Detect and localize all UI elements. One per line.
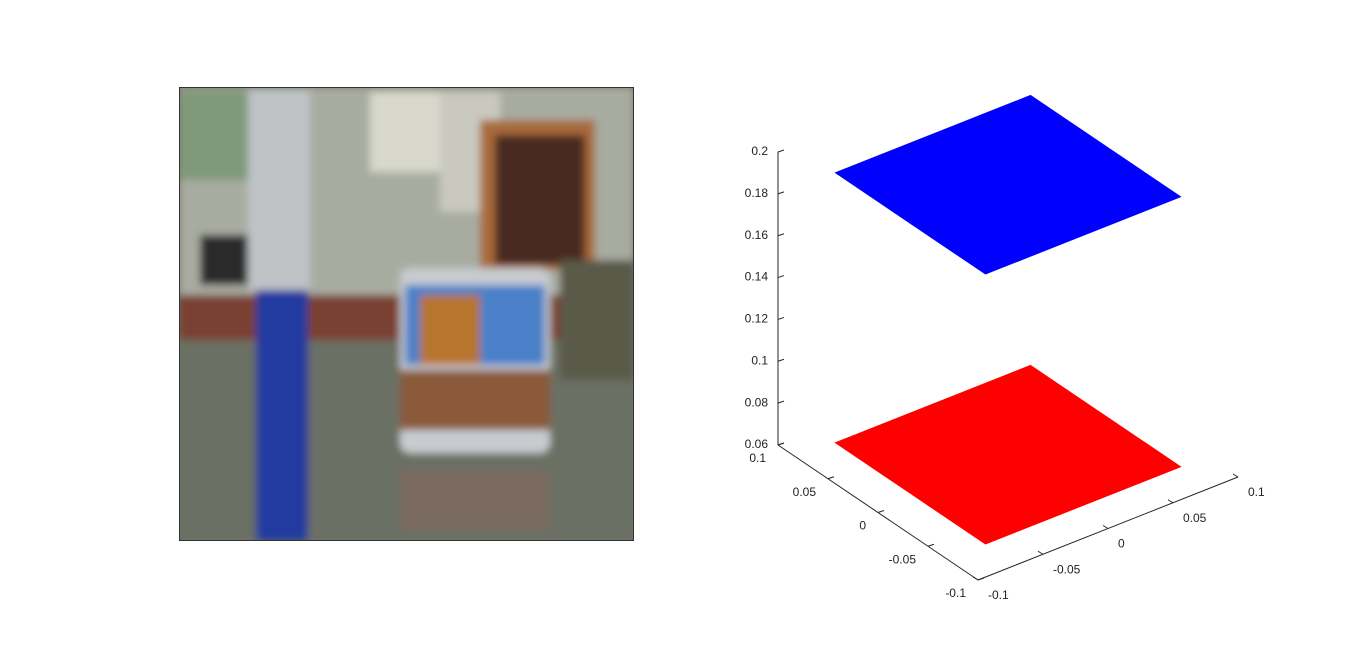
photo — [179, 87, 634, 541]
x-tick-label: -0.05 — [1053, 562, 1081, 576]
surface — [834, 94, 1182, 275]
z-tick — [777, 191, 785, 195]
y-tick-label: 0.1 — [749, 451, 766, 465]
x-tick — [1167, 499, 1174, 504]
y-tick — [977, 577, 985, 581]
z-tick-label: 0.2 — [751, 144, 768, 158]
z-tick-label: 0.12 — [745, 312, 769, 326]
z-tick-label: 0.1 — [751, 353, 768, 367]
z-tick-label: 0.18 — [745, 186, 769, 200]
x-tick — [972, 576, 979, 581]
z-tick — [777, 400, 785, 404]
x-tick — [1232, 473, 1239, 478]
y-tick — [777, 442, 785, 446]
x-tick-label: -0.1 — [988, 588, 1009, 602]
x-tick-label: 0.05 — [1183, 511, 1207, 525]
x-tick-label: 0 — [1118, 537, 1125, 551]
y-tick-label: 0.05 — [793, 485, 817, 499]
z-tick — [777, 358, 785, 362]
x-tick-label: 0.1 — [1248, 485, 1265, 499]
y-tick-label: 0 — [859, 519, 866, 533]
y-tick — [927, 543, 935, 547]
x-tick — [1037, 550, 1044, 555]
z-tick-label: 0.06 — [745, 437, 769, 451]
z-tick-label: 0.08 — [745, 395, 769, 409]
y-tick — [877, 510, 885, 513]
z-tick — [777, 275, 785, 279]
z-tick — [777, 149, 785, 153]
plot-3d: 0.06 0.08 0.1 0.12 0.14 0.16 0.18 0.2 -0.1 -0.05 0… — [745, 94, 1265, 602]
y-tick-label: -0.05 — [889, 552, 917, 566]
z-tick-label: 0.16 — [745, 228, 769, 242]
y-tick-label: -0.1 — [945, 586, 966, 600]
z-tick — [777, 316, 785, 320]
y-tick — [827, 476, 835, 480]
z-tick — [777, 233, 785, 237]
surface — [834, 364, 1182, 545]
x-tick — [1102, 525, 1109, 529]
z-tick-label: 0.14 — [745, 270, 769, 284]
